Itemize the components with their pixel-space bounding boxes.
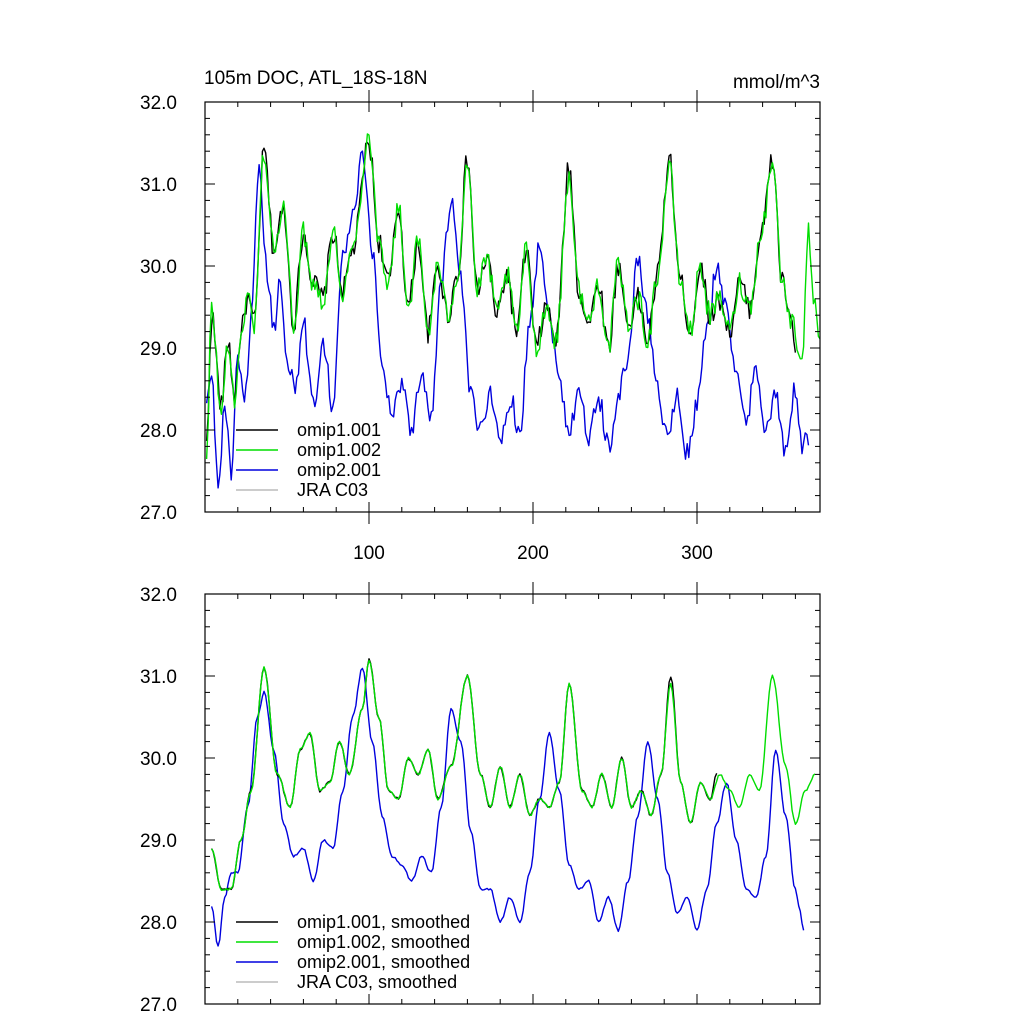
chart-title: 105m DOC, ATL_18S-18N — [204, 68, 428, 89]
series-line-omip1-002 — [205, 133, 821, 460]
legend-label: JRA C03 — [297, 480, 368, 500]
series-line-omip2-001-smoothed — [210, 667, 805, 947]
legend-label: omip1.002 — [297, 440, 381, 460]
x-tick-label: 100 — [353, 543, 385, 564]
y-tick-label: 27.0 — [140, 503, 177, 524]
y-tick-label: 28.0 — [140, 421, 177, 442]
legend-label: omip2.001, smoothed — [297, 952, 470, 972]
y-tick-label: 31.0 — [140, 175, 177, 196]
y-tick-label: 29.0 — [140, 831, 177, 852]
y-tick-label: 28.0 — [140, 913, 177, 934]
plot-frame — [204, 101, 821, 513]
legend-label: omip2.001 — [297, 460, 381, 480]
legend-label: omip1.001 — [297, 420, 381, 440]
plot-frame — [204, 593, 821, 1005]
legend-label: omip1.001, smoothed — [297, 912, 470, 932]
y-tick-label: 30.0 — [140, 257, 177, 278]
top-panel: 27.0 28.0 29.0 30.0 31.0 32.0 100 200 300 omip1.0… — [140, 90, 821, 564]
x-tick-label: 200 — [517, 543, 549, 564]
y-tick-label: 29.0 — [140, 339, 177, 360]
x-tick-label: 300 — [681, 543, 713, 564]
y-tick-label: 32.0 — [140, 585, 177, 606]
y-tick-label: 30.0 — [140, 749, 177, 770]
legend-label: JRA C03, smoothed — [297, 972, 457, 992]
series-line-omip1-001-smoothed — [210, 658, 718, 891]
bottom-panel: 27.0 28.0 29.0 30.0 31.0 32.0 omip1.001, smoot… — [140, 582, 821, 1016]
series-line-omip1-002-smoothed — [210, 659, 816, 891]
chart-units: mmol/m^3 — [733, 72, 820, 93]
y-tick-label: 31.0 — [140, 667, 177, 688]
y-tick-label: 27.0 — [140, 995, 177, 1016]
y-tick-label: 32.0 — [140, 93, 177, 114]
legend-label: omip1.002, smoothed — [297, 932, 470, 952]
